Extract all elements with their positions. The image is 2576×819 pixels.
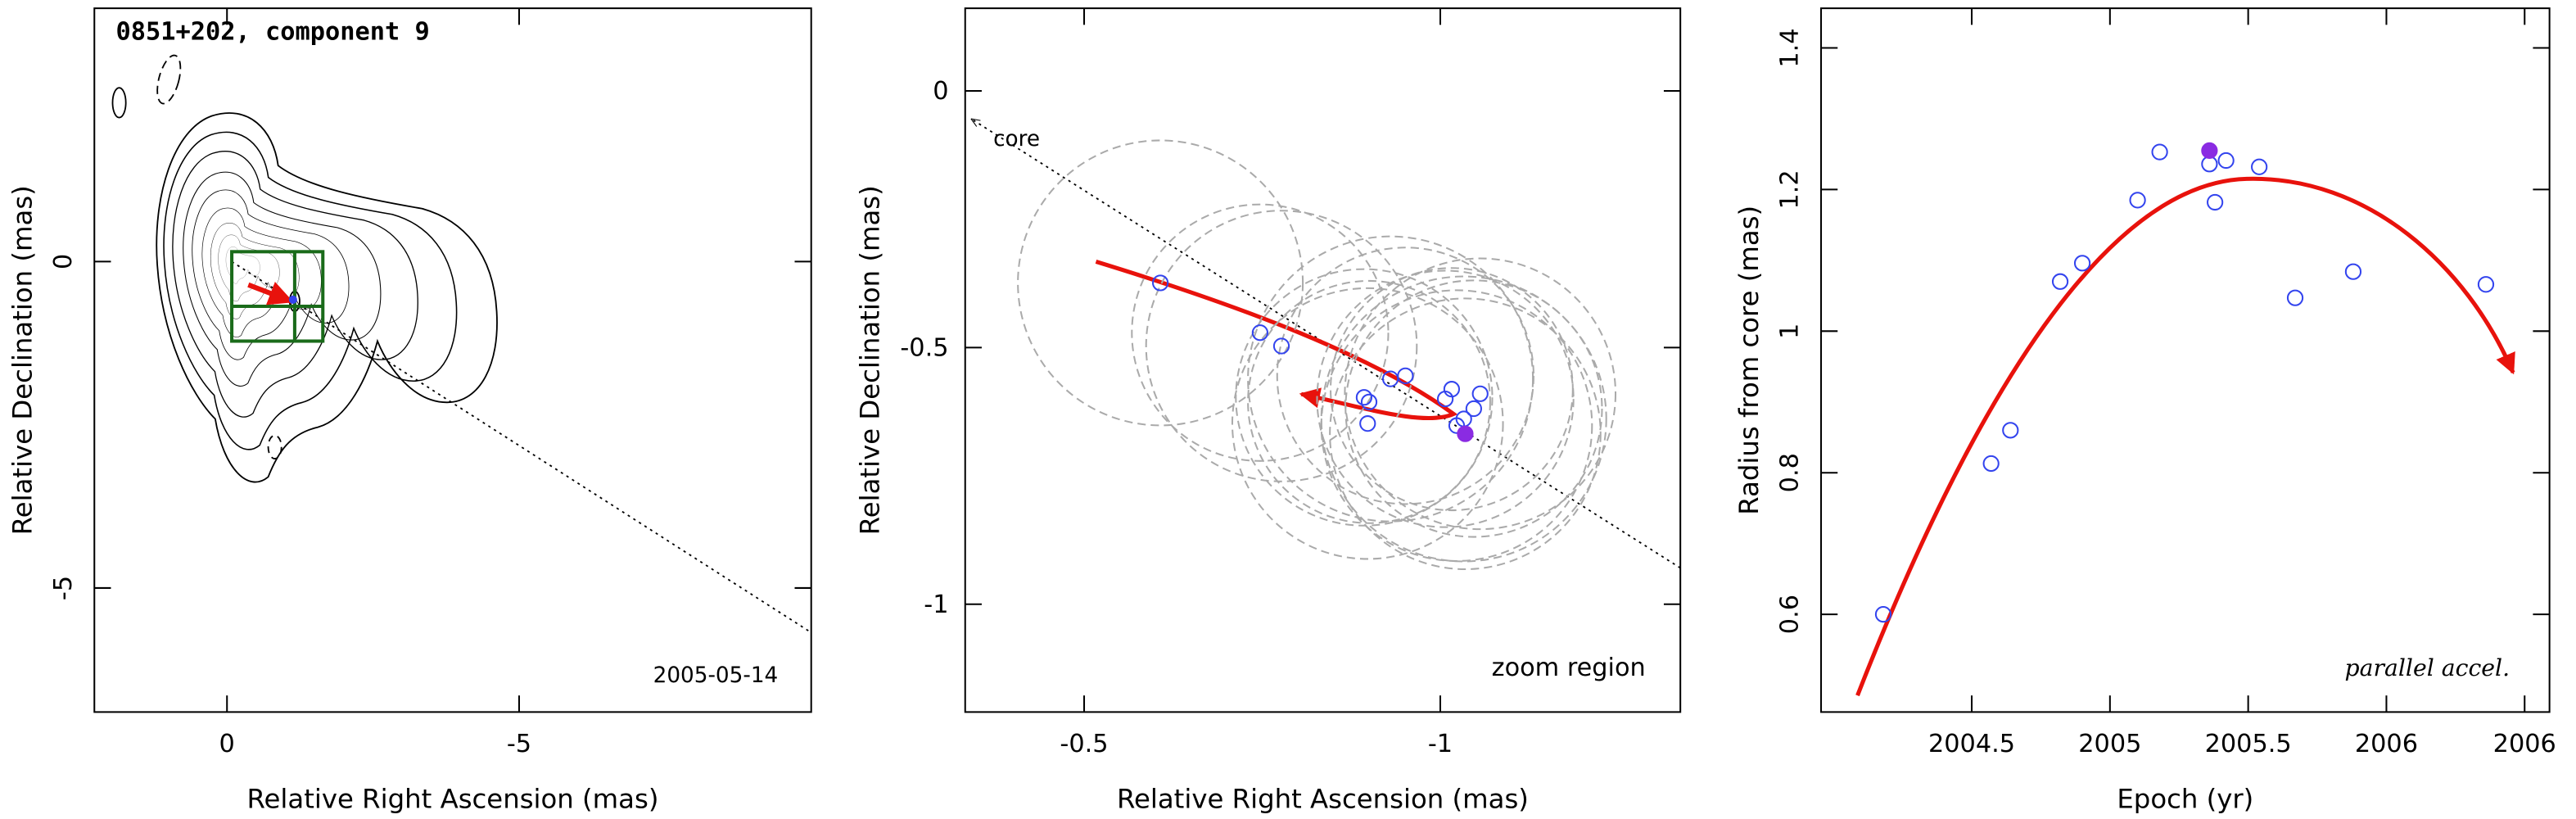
plot-frame: [1820, 7, 2551, 713]
data-point: [2129, 192, 2146, 209]
component-size: [1344, 257, 1617, 531]
component-size: [1320, 289, 1593, 562]
data-point: [2002, 422, 2019, 439]
annotation: parallel accel.: [2344, 654, 2510, 681]
data-point: [1448, 417, 1466, 434]
data-point: [2201, 142, 2218, 159]
panel-title: 0851+202, component 9: [116, 18, 430, 47]
data-point: [2051, 273, 2069, 290]
core-label: core: [993, 127, 1040, 152]
data-layer: [1874, 142, 2495, 623]
epoch-label: 2005-05-14: [653, 663, 779, 688]
y-tick-label: 0: [933, 77, 948, 106]
y-tick-label: -0.5: [900, 334, 948, 363]
x-tick-label: 2004.5: [1928, 730, 2015, 758]
data-point: [1272, 337, 1290, 355]
x-tick-label: -1: [1428, 730, 1453, 758]
track-layout: [972, 120, 1681, 569]
data-point: [1251, 324, 1269, 342]
y-axis-label: Relative Declination (mas): [855, 185, 886, 535]
component-size: [1316, 269, 1575, 528]
x-tick-label: -0.5: [1060, 730, 1108, 758]
x-axis-label: Relative Right Ascension (mas): [1117, 784, 1529, 815]
y-tick-label: -5: [49, 576, 78, 600]
data-point: [1152, 274, 1169, 292]
plot-frame: [964, 7, 1682, 713]
component-size: [1017, 139, 1304, 427]
data-point: [2251, 158, 2268, 175]
data-point: [2286, 289, 2304, 306]
y-axis-label: Radius from core (mas): [1733, 206, 1765, 515]
fit-layout: [1855, 176, 2515, 697]
data-point: [1355, 389, 1373, 406]
y-axis-label: Relative Declination (mas): [7, 185, 38, 535]
data-point: [1465, 400, 1482, 418]
data-point: [2344, 263, 2362, 280]
data-point: [1360, 393, 1378, 410]
y-tick-label: -1: [924, 590, 948, 619]
data-point: [1982, 455, 2000, 473]
x-tick-label: 2006: [2493, 730, 2556, 758]
contour-map: [111, 54, 811, 634]
data-point: [1874, 605, 1892, 623]
component-size: [1329, 297, 1602, 570]
data-layer: [1017, 139, 1617, 570]
x-axis-label: Relative Right Ascension (mas): [247, 784, 659, 815]
x-tick-label: 0: [219, 730, 235, 758]
x-tick-label: 2006: [2355, 730, 2418, 758]
data-point: [1457, 425, 1474, 442]
data-point: [1471, 385, 1489, 402]
x-tick-label: 2005.5: [2205, 730, 2292, 758]
data-point: [2151, 143, 2168, 161]
data-point: [2207, 193, 2224, 211]
component-size: [1330, 267, 1574, 512]
y-tick-label: 1: [1776, 324, 1805, 339]
component-size: [1344, 279, 1603, 538]
y-tick-label: 0.6: [1776, 595, 1805, 634]
plot-frame: [93, 7, 812, 713]
x-axis-label: Epoch (yr): [2117, 784, 2253, 815]
data-point: [2073, 255, 2091, 272]
y-tick-label: 0: [49, 254, 78, 269]
x-tick-label: 2005: [2078, 730, 2141, 758]
data-point: [1359, 415, 1376, 432]
x-tick-label: -5: [507, 730, 531, 758]
annotation: zoom region: [1492, 654, 1646, 682]
component-size: [1247, 279, 1491, 524]
component-size: [1235, 268, 1494, 527]
y-tick-label: 0.8: [1776, 453, 1805, 492]
y-tick-label: 1.4: [1776, 28, 1805, 67]
component-size: [1320, 275, 1607, 563]
data-point: [1443, 381, 1461, 398]
component-size: [1276, 247, 1534, 505]
data-point: [2477, 276, 2495, 293]
component-size: [1131, 203, 1390, 462]
data-point: [2217, 152, 2235, 170]
component-size: [1145, 210, 1418, 482]
component-size: [1231, 287, 1504, 560]
y-tick-label: 1.2: [1776, 170, 1805, 209]
data-point: [1397, 367, 1414, 384]
